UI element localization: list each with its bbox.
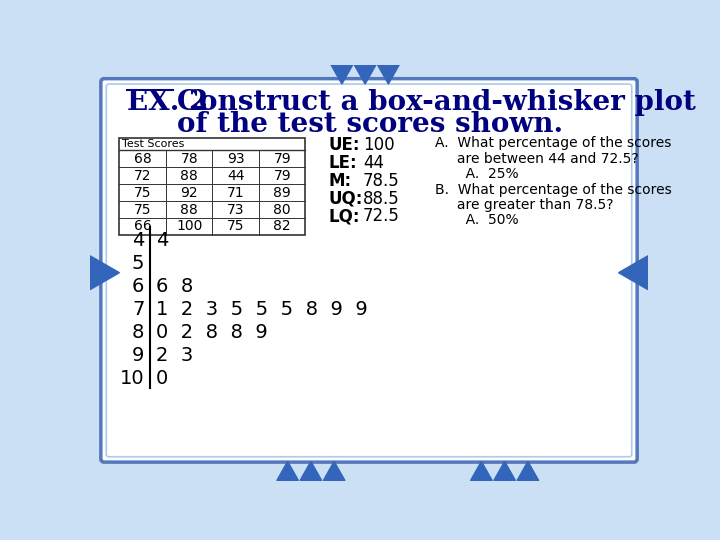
Text: 79: 79 bbox=[274, 152, 291, 166]
Text: 82: 82 bbox=[274, 219, 291, 233]
Text: 66: 66 bbox=[134, 219, 152, 233]
Text: 93: 93 bbox=[227, 152, 245, 166]
Text: 89: 89 bbox=[274, 186, 291, 200]
Text: 88: 88 bbox=[180, 168, 198, 183]
Polygon shape bbox=[377, 65, 399, 84]
Text: 78: 78 bbox=[181, 152, 198, 166]
Text: 2  3: 2 3 bbox=[156, 346, 193, 366]
Text: 88: 88 bbox=[180, 202, 198, 217]
Polygon shape bbox=[90, 256, 120, 289]
Polygon shape bbox=[323, 461, 345, 481]
Text: 1  2  3  5  5  5  8  9  9: 1 2 3 5 5 5 8 9 9 bbox=[156, 300, 368, 319]
Polygon shape bbox=[300, 461, 322, 481]
Text: 88.5: 88.5 bbox=[363, 190, 400, 207]
Text: 75: 75 bbox=[134, 202, 151, 217]
Text: 9: 9 bbox=[132, 346, 144, 366]
Text: UQ:: UQ: bbox=[329, 190, 363, 207]
Text: 6  8: 6 8 bbox=[156, 277, 193, 296]
Text: 79: 79 bbox=[274, 168, 291, 183]
Text: LQ:: LQ: bbox=[329, 207, 360, 225]
Text: 8: 8 bbox=[132, 323, 144, 342]
Text: are between 44 and 72.5?: are between 44 and 72.5? bbox=[435, 152, 639, 166]
Text: 68: 68 bbox=[134, 152, 152, 166]
Text: 5: 5 bbox=[132, 254, 144, 273]
Text: 73: 73 bbox=[227, 202, 245, 217]
Text: 4: 4 bbox=[156, 231, 168, 250]
Text: EX. 2: EX. 2 bbox=[127, 90, 209, 117]
Text: 10: 10 bbox=[120, 369, 144, 388]
Text: 72.5: 72.5 bbox=[363, 207, 400, 225]
Text: A.  What percentage of the scores: A. What percentage of the scores bbox=[435, 137, 671, 151]
Text: A.  25%: A. 25% bbox=[435, 167, 518, 181]
Polygon shape bbox=[471, 461, 492, 481]
Text: of the test scores shown.: of the test scores shown. bbox=[177, 111, 563, 138]
Text: 0  2  8  8  9: 0 2 8 8 9 bbox=[156, 323, 268, 342]
Bar bbox=[120, 138, 305, 235]
Text: 100: 100 bbox=[363, 137, 395, 154]
Text: 44: 44 bbox=[363, 154, 384, 172]
Text: UE:: UE: bbox=[329, 137, 360, 154]
Text: 44: 44 bbox=[227, 168, 245, 183]
Text: M:: M: bbox=[329, 172, 352, 190]
Text: 75: 75 bbox=[134, 186, 151, 200]
Polygon shape bbox=[517, 461, 539, 481]
Text: 78.5: 78.5 bbox=[363, 172, 400, 190]
Polygon shape bbox=[331, 65, 353, 84]
Text: 72: 72 bbox=[134, 168, 151, 183]
Text: Test Scores: Test Scores bbox=[122, 139, 184, 150]
Text: 100: 100 bbox=[176, 219, 202, 233]
Polygon shape bbox=[618, 256, 648, 289]
Text: Construct a box-and-whisker plot: Construct a box-and-whisker plot bbox=[177, 90, 696, 117]
FancyBboxPatch shape bbox=[101, 79, 637, 462]
Polygon shape bbox=[354, 65, 376, 84]
Text: 7: 7 bbox=[132, 300, 144, 319]
Text: 75: 75 bbox=[227, 219, 245, 233]
Text: 0: 0 bbox=[156, 369, 168, 388]
Polygon shape bbox=[494, 461, 516, 481]
Text: 4: 4 bbox=[132, 231, 144, 250]
Text: 80: 80 bbox=[274, 202, 291, 217]
Text: 6: 6 bbox=[132, 277, 144, 296]
Text: LE:: LE: bbox=[329, 154, 357, 172]
Text: are greater than 78.5?: are greater than 78.5? bbox=[435, 198, 613, 212]
Text: 71: 71 bbox=[227, 186, 245, 200]
Text: B.  What percentage of the scores: B. What percentage of the scores bbox=[435, 183, 672, 197]
Text: 92: 92 bbox=[181, 186, 198, 200]
Text: A.  50%: A. 50% bbox=[435, 213, 518, 227]
Polygon shape bbox=[276, 461, 299, 481]
